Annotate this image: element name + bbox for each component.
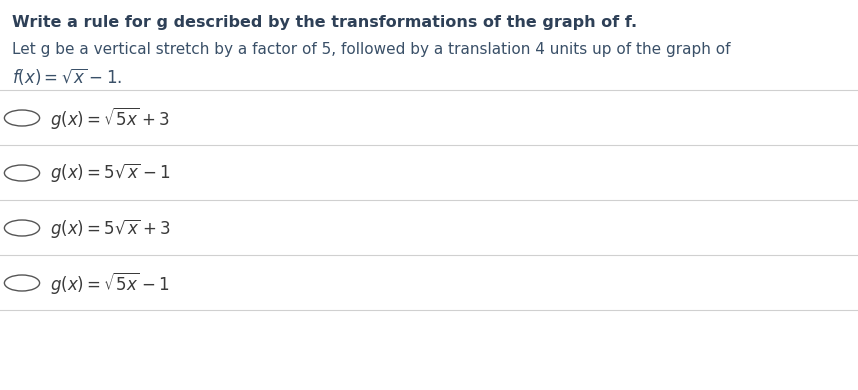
Text: Write a rule for g described by the transformations of the graph of f.: Write a rule for g described by the tran… — [12, 15, 637, 30]
Text: $f(x) = \sqrt{x} - 1.$: $f(x) = \sqrt{x} - 1.$ — [12, 66, 122, 87]
Text: $g(x) = 5\sqrt{x} - 1$: $g(x) = 5\sqrt{x} - 1$ — [50, 161, 171, 184]
Text: Let g be a vertical stretch by a factor of 5, followed by a translation 4 units : Let g be a vertical stretch by a factor … — [12, 42, 730, 57]
Text: $g(x) = \sqrt{5x} - 1$: $g(x) = \sqrt{5x} - 1$ — [50, 270, 170, 296]
Text: $g(x) = \sqrt{5x} + 3$: $g(x) = \sqrt{5x} + 3$ — [50, 105, 170, 131]
Text: $g(x) = 5\sqrt{x} + 3$: $g(x) = 5\sqrt{x} + 3$ — [50, 216, 171, 239]
